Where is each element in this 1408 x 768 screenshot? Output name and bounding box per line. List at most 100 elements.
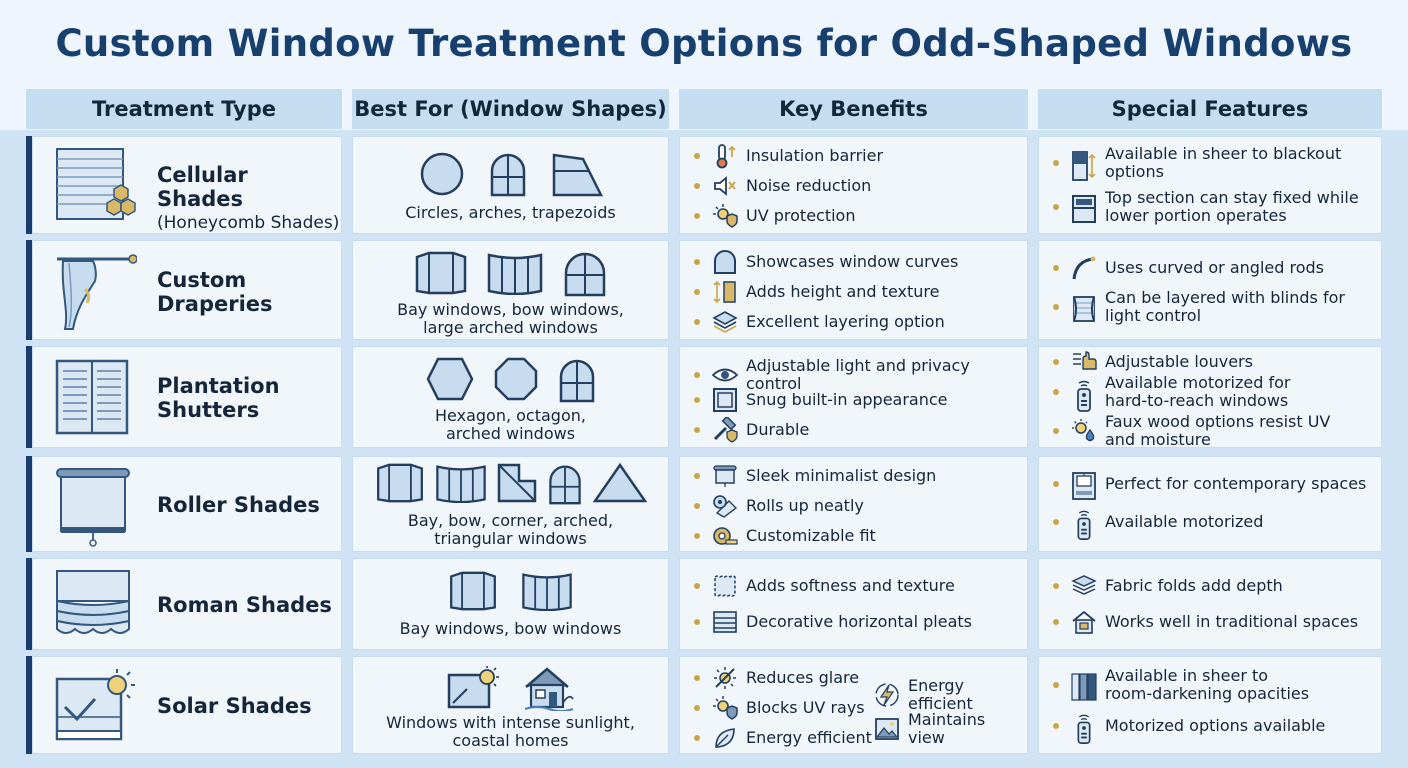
solar-shade-icon: [55, 667, 141, 747]
shapes-cell-roman: Bay windows, bow windows: [352, 558, 669, 650]
circle-window-icon: [420, 152, 463, 196]
bay-window-icon: [415, 251, 466, 295]
benefits-cell-roman: Adds softness and texture Decorative hor…: [679, 558, 1028, 650]
eye-icon: [712, 362, 738, 388]
feature-text: Available motorized for: [1105, 373, 1291, 392]
cellular-shade-icon: [55, 147, 137, 225]
shutter-icon: [55, 359, 129, 435]
tape-measure-icon: [712, 523, 738, 549]
feature-text: Motorized options available: [1105, 716, 1326, 735]
triangle-window-icon: [592, 463, 647, 503]
reduce-glare-icon: [712, 665, 738, 691]
treatment-cell-roller: Roller Shades: [32, 456, 342, 552]
shapes-caption-line: triangular windows: [434, 529, 587, 548]
shapes-cell-shutters: Hexagon, octagon, arched windows: [352, 346, 669, 448]
treatment-name: Roller Shades: [157, 493, 320, 517]
benefits-cell-shutters: Adjustable light and privacy control Snu…: [679, 346, 1028, 448]
shapes-cell-solar: Windows with intense sunlight, coastal h…: [352, 656, 669, 754]
roman-shade-icon: [55, 569, 131, 641]
mute-speaker-icon: [712, 173, 738, 199]
shapes-caption-line: Bay windows, bow windows: [399, 619, 622, 638]
hand-louver-icon: [1071, 349, 1097, 375]
header-treatment-type: Treatment Type: [26, 89, 342, 129]
opacity-swatch-icon: [1071, 672, 1097, 701]
shapes-caption-line: Windows with intense sunlight,: [386, 713, 635, 732]
benefit-text: Adds height and texture: [746, 282, 940, 301]
feature-text: Uses curved or angled rods: [1105, 258, 1324, 277]
drapery-icon: [55, 251, 137, 331]
treatment-name: Roman Shades: [157, 593, 332, 617]
treatment-name: Solar Shades: [157, 694, 312, 718]
feature-text: Can be layered with blinds for: [1105, 288, 1345, 307]
feature-text: Top section can stay fixed while: [1105, 188, 1359, 207]
benefit-text: Customizable fit: [746, 526, 876, 545]
octagon-window-icon: [494, 357, 537, 401]
treatment-cell-shutters: Plantation Shutters: [32, 346, 342, 448]
hammer-shield-icon: [712, 417, 738, 443]
fabric-folds-icon: [1071, 573, 1097, 599]
roll-icon: [712, 493, 738, 519]
benefit-text: Snug built-in appearance: [746, 390, 948, 409]
header-best-for: Best For (Window Shapes): [352, 89, 669, 129]
benefit-text: Adjustable light and privacy control: [746, 356, 970, 393]
feature-text: and moisture: [1105, 430, 1211, 449]
benefits-cell-roller: Sleek minimalist design Rolls up neatly …: [679, 456, 1028, 552]
feature-text: Available in sheer to blackout: [1105, 144, 1342, 163]
contemporary-room-icon: [1071, 471, 1097, 500]
bow-window-icon: [435, 465, 486, 503]
traditional-house-icon: [1071, 609, 1097, 635]
feature-text: Perfect for contemporary spaces: [1105, 474, 1367, 493]
treatment-cell-draperies: Custom Draperies: [32, 240, 342, 340]
layered-blinds-icon: [1071, 294, 1097, 322]
remote-control-icon: [1071, 713, 1097, 744]
row-accent-bar: [26, 240, 32, 340]
features-cell-roman: Fabric folds add depth Works well in tra…: [1038, 558, 1382, 650]
benefit-text: Energy efficient: [908, 676, 973, 713]
feature-text: Works well in traditional spaces: [1105, 612, 1359, 631]
feature-text: Available motorized: [1105, 512, 1264, 531]
feature-text: options: [1105, 162, 1164, 181]
arched-window-icon: [490, 153, 525, 197]
benefit-text: Reduces glare: [746, 668, 860, 687]
feature-text: lower portion operates: [1105, 206, 1287, 225]
treatment-name: Plantation: [157, 374, 280, 398]
benefit-text: Insulation barrier: [746, 146, 884, 165]
bay-window-icon: [376, 463, 423, 503]
shapes-caption-line: Bay windows, bow windows,: [397, 300, 624, 319]
benefit-text: Sleek minimalist design: [746, 466, 937, 485]
treatment-subname: Shutters: [157, 398, 260, 422]
coastal-home-icon: [524, 667, 574, 711]
treatment-cell-roman: Roman Shades: [32, 558, 342, 650]
shapes-cell-cellular: Circles, arches, trapezoids: [352, 136, 669, 234]
sun-shield-icon: [712, 695, 738, 721]
hexagon-window-icon: [426, 357, 473, 401]
shapes-cell-roller: Bay, bow, corner, arched, triangular win…: [352, 456, 669, 552]
feature-text: room-darkening opacities: [1105, 684, 1310, 703]
features-cell-cellular: Available in sheer to blackout options To…: [1038, 136, 1382, 234]
benefits-cell-solar: Reduces glare Blocks UV rays Energy effi…: [679, 656, 1028, 754]
sun-shield-icon: [712, 203, 738, 229]
feature-text: Adjustable louvers: [1105, 352, 1253, 371]
thermometer-icon: [712, 143, 738, 169]
shapes-caption-line: Circles, arches, trapezoids: [405, 203, 616, 222]
benefit-text: Excellent layering option: [746, 312, 945, 331]
benefit-text: Rolls up neatly: [746, 496, 864, 515]
treatment-subname: (Honeycomb Shades): [157, 213, 340, 233]
bay-window-icon: [449, 571, 496, 611]
corner-window-icon: [497, 463, 536, 503]
bow-window-icon: [487, 253, 542, 295]
benefit-text: Decorative horizontal pleats: [746, 612, 972, 631]
benefit-text: Noise reduction: [746, 176, 872, 195]
features-cell-roller: Perfect for contemporary spaces Availabl…: [1038, 456, 1382, 552]
features-cell-solar: Available in sheer to room-darkening opac…: [1038, 656, 1382, 754]
sun-water-icon: [1071, 418, 1097, 444]
shapes-caption-line: arched windows: [445, 424, 576, 443]
features-cell-shutters: Adjustable louvers Available motorized f…: [1038, 346, 1382, 449]
minimal-shade-icon: [712, 463, 738, 489]
benefit-text: Durable: [746, 420, 810, 439]
feature-text: Available in sheer to: [1105, 666, 1269, 685]
treatment-cell-cellular: Cellular Shades (Honeycomb Shades): [32, 136, 342, 234]
shapes-caption-line: Bay, bow, corner, arched,: [407, 511, 614, 530]
height-texture-icon: [712, 279, 738, 305]
remote-control-icon: [1071, 379, 1097, 412]
